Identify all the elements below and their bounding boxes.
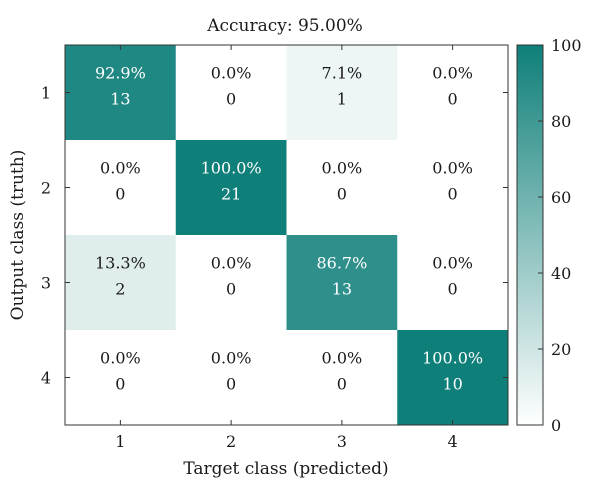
cell-count-label: 0 <box>115 185 125 204</box>
x-axis-ticks: 1 2 3 4 <box>115 45 458 451</box>
cell-count-label: 0 <box>115 375 125 394</box>
y-tick-label: 3 <box>41 274 51 293</box>
heatmap-cell <box>65 45 177 141</box>
colorbar <box>516 44 544 426</box>
heatmap-cell <box>286 45 398 141</box>
colorbar-tick-label: 40 <box>551 264 571 283</box>
cell-percent-label: 0.0% <box>211 64 252 83</box>
cell-count-label: 13 <box>332 280 352 299</box>
heatmap-cell <box>286 235 398 331</box>
heatmap-cell <box>397 140 509 236</box>
cell-percent-label: 92.9% <box>95 64 146 83</box>
colorbar-tick-label: 100 <box>551 36 582 55</box>
heatmap-cell <box>397 330 509 426</box>
cell-percent-label: 7.1% <box>322 64 363 83</box>
y-axis-ticks: 1 2 3 4 <box>41 84 508 388</box>
y-tick-label: 2 <box>41 179 51 198</box>
cell-percent-label: 0.0% <box>432 159 473 178</box>
heatmap-cell <box>397 235 509 331</box>
x-tick-label: 4 <box>448 432 458 451</box>
cell-percent-label: 0.0% <box>100 349 141 368</box>
cell-count-label: 0 <box>448 280 458 299</box>
heatmap-cell <box>175 235 287 331</box>
y-axis-label: Output class (truth) <box>8 150 28 321</box>
cell-percent-label: 0.0% <box>322 159 363 178</box>
heatmap-cell-labels: 92.9%130.0%07.1%10.0%00.0%0100.0%210.0%0… <box>95 64 483 394</box>
colorbar-tick-label: 60 <box>551 188 571 207</box>
heatmap-cell <box>65 235 177 331</box>
heatmap-cell <box>65 330 177 426</box>
heatmap-cell <box>397 45 509 141</box>
cell-percent-label: 0.0% <box>322 349 363 368</box>
cell-count-label: 0 <box>337 375 347 394</box>
cell-count-label: 0 <box>226 90 236 109</box>
cell-count-label: 2 <box>115 280 125 299</box>
cell-count-label: 0 <box>448 185 458 204</box>
cell-percent-label: 0.0% <box>211 254 252 273</box>
cell-percent-label: 0.0% <box>432 254 473 273</box>
heatmap-cells <box>65 45 509 426</box>
cell-count-label: 21 <box>221 185 241 204</box>
cell-count-label: 0 <box>337 185 347 204</box>
cell-count-label: 1 <box>337 90 347 109</box>
cell-count-label: 13 <box>110 90 130 109</box>
colorbar-tick-label: 80 <box>551 112 571 131</box>
cell-count-label: 0 <box>226 280 236 299</box>
chart-title: Accuracy: 95.00% <box>206 16 363 36</box>
cell-percent-label: 0.0% <box>211 349 252 368</box>
heatmap-cell <box>175 330 287 426</box>
cell-percent-label: 0.0% <box>100 159 141 178</box>
heatmap-cell <box>175 45 287 141</box>
cell-count-label: 10 <box>442 375 462 394</box>
colorbar-tick-label: 20 <box>551 340 571 359</box>
colorbar-ticks: 0 20 40 60 80 100 <box>538 36 582 435</box>
heatmap-cell <box>286 330 398 426</box>
cell-percent-label: 13.3% <box>95 254 146 273</box>
colorbar-tick-label: 0 <box>551 416 561 435</box>
x-axis-label: Target class (predicted) <box>183 459 388 479</box>
heatmap-cell <box>175 140 287 236</box>
cell-percent-label: 100.0% <box>201 159 262 178</box>
x-tick-label: 3 <box>337 432 347 451</box>
cell-percent-label: 86.7% <box>316 254 367 273</box>
cell-percent-label: 0.0% <box>432 64 473 83</box>
cell-count-label: 0 <box>448 90 458 109</box>
y-tick-label: 4 <box>41 369 51 388</box>
y-tick-label: 1 <box>41 84 51 103</box>
x-tick-label: 2 <box>226 432 236 451</box>
heatmap-cell <box>65 140 177 236</box>
x-tick-label: 1 <box>115 432 125 451</box>
cell-percent-label: 100.0% <box>422 349 483 368</box>
heatmap-cell <box>286 140 398 236</box>
cell-count-label: 0 <box>226 375 236 394</box>
plot-frame <box>64 44 509 426</box>
